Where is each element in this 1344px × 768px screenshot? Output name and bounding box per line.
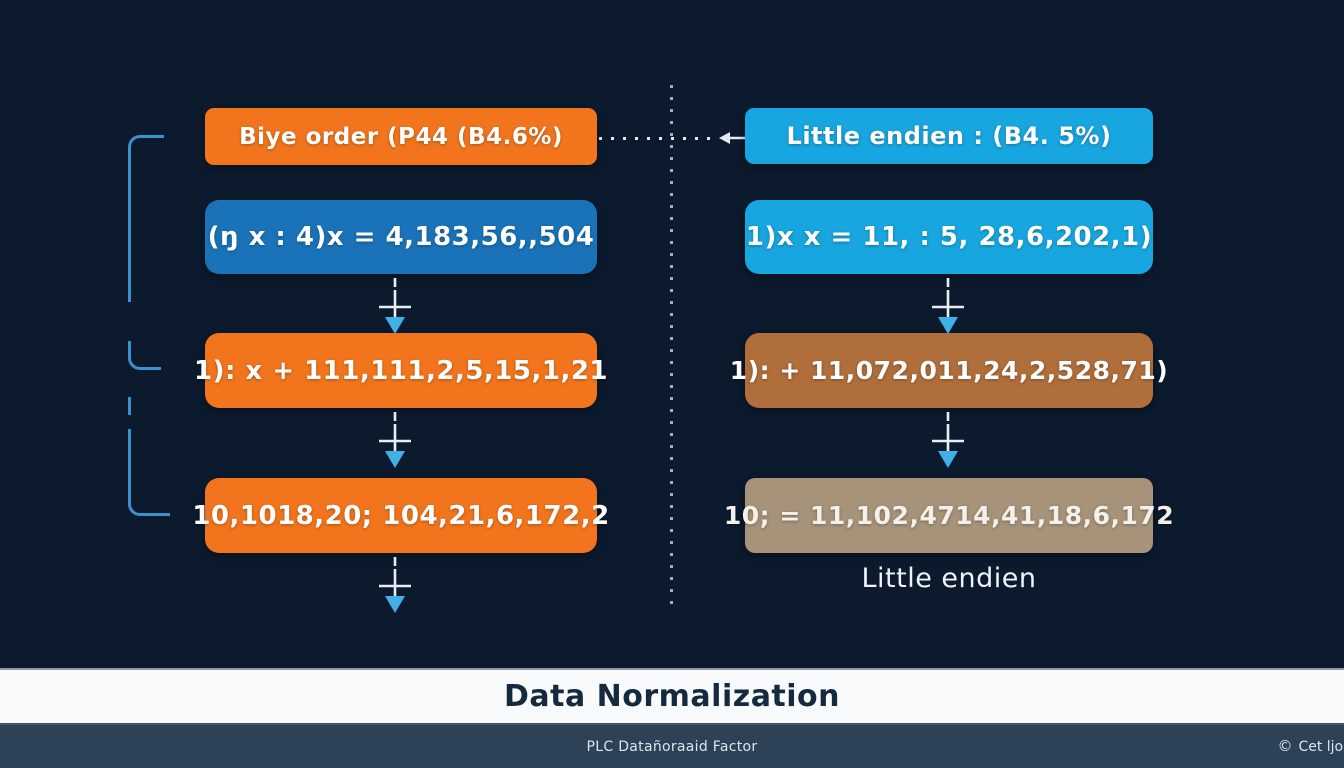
little-endian-caption: Little endien bbox=[861, 563, 1037, 594]
copyright-icon: © bbox=[1277, 737, 1293, 755]
little-endian-header-box: Little endien : (B4. 5%) bbox=[745, 108, 1153, 164]
right-step-1-box: 1)x x = 11, : 5, 28,6,202,1) bbox=[745, 200, 1153, 274]
byte-order-header-box: Biye order (P44 (B4.6%) bbox=[205, 108, 597, 165]
dotted-arrow-connector bbox=[599, 128, 747, 148]
down-arrow-icon bbox=[932, 412, 964, 468]
right-step-2-box: 1): + 11,072,011,24,2,528,71) bbox=[730, 333, 1168, 408]
left-step-1-box: (ŋ x : 4)x = 4,183,56,,504 bbox=[205, 200, 597, 274]
dotted-line bbox=[599, 137, 717, 140]
left-step-3-box: 10,1018,20; 104,21,6,172,2 bbox=[192, 478, 609, 553]
right-step-3-box: 10; = 11,102,4714,41,18,6,172 bbox=[724, 478, 1174, 553]
down-arrow-icon bbox=[379, 557, 411, 613]
footer-center-text: PLC Datañoraaid Factor bbox=[586, 738, 758, 755]
left-step-2-box: 1): x + 111,111,2,5,15,1,21 bbox=[194, 333, 608, 408]
left-bracket-bottom bbox=[128, 429, 170, 516]
down-arrow-icon bbox=[932, 278, 964, 334]
footer-right-text: © Cet ljon bbox=[1277, 739, 1344, 755]
left-bracket-middle bbox=[128, 341, 161, 370]
down-arrow-icon bbox=[379, 412, 411, 468]
footer-bar: PLC Datañoraaid Factor © Cet ljon bbox=[0, 725, 1344, 768]
dotted-divider-line bbox=[670, 85, 673, 605]
title-band: Data Normalization bbox=[0, 668, 1344, 725]
left-bracket-top bbox=[128, 135, 164, 302]
down-arrow-icon bbox=[379, 278, 411, 334]
left-bracket-tick bbox=[128, 397, 134, 415]
footer-credit-label: Cet ljon bbox=[1298, 738, 1344, 755]
page-title: Data Normalization bbox=[503, 679, 841, 714]
arrow-head-icon bbox=[719, 132, 745, 144]
